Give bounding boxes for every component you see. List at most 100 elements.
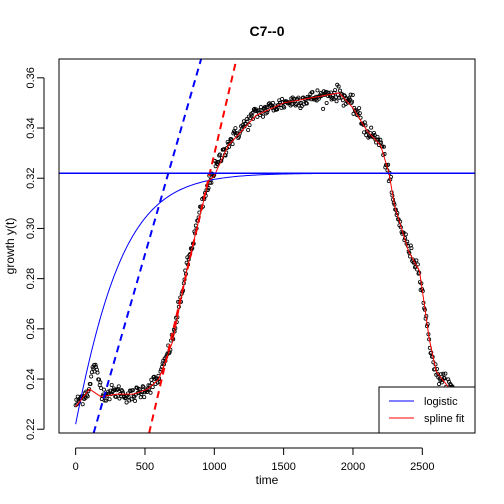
data-point (443, 371, 448, 376)
x-axis-label: time (256, 473, 279, 487)
data-point (251, 116, 256, 121)
x-tick-label: 2000 (341, 461, 365, 473)
data-point (347, 95, 352, 100)
data-point (296, 95, 301, 100)
data-point (337, 95, 342, 100)
data-points (73, 82, 473, 420)
data-point (209, 180, 214, 185)
plot-frame (58, 58, 476, 434)
y-axis: 0.22 0.24 0.26 0.28 0.30 0.32 0.34 0.36 (25, 67, 45, 440)
data-point (348, 92, 353, 97)
x-tick-label: 0 (73, 461, 79, 473)
data-point (250, 111, 255, 116)
data-point (429, 350, 434, 355)
data-point (116, 384, 121, 389)
data-point (217, 152, 222, 157)
data-point (85, 394, 90, 399)
data-point (437, 382, 442, 387)
y-tick-label: 0.30 (25, 218, 37, 239)
data-point (125, 391, 130, 396)
x-tick-label: 2500 (410, 461, 434, 473)
data-point (126, 394, 131, 399)
chart-title: C7--0 (249, 23, 284, 39)
data-point (280, 97, 285, 102)
data-point (109, 382, 114, 387)
data-point (133, 398, 138, 403)
data-point (124, 400, 129, 405)
y-tick-label: 0.34 (25, 117, 37, 138)
y-tick-label: 0.26 (25, 318, 37, 339)
data-point (157, 376, 162, 381)
data-point (333, 95, 338, 100)
data-point (260, 114, 265, 119)
data-point (442, 376, 447, 381)
data-point (408, 243, 413, 248)
data-point (381, 144, 386, 149)
legend: logistic spline fit (378, 386, 476, 434)
legend-label-logistic: logistic (424, 396, 458, 408)
data-point (334, 99, 339, 104)
legend-label-spline-fit: spline fit (424, 413, 464, 425)
data-point (246, 128, 251, 133)
data-point (137, 387, 142, 392)
data-point (379, 140, 384, 145)
data-point (321, 106, 326, 111)
data-point (141, 385, 146, 390)
y-axis-label: growth y(t) (3, 218, 17, 275)
data-point (282, 105, 287, 110)
data-point (129, 397, 134, 402)
data-point (75, 402, 80, 407)
data-point (130, 388, 135, 393)
data-point (145, 390, 150, 395)
data-point (375, 134, 380, 139)
data-point (372, 133, 377, 138)
data-point (113, 394, 118, 399)
data-point (315, 88, 320, 93)
data-point (369, 125, 374, 130)
logistic-max-slope-line (92, 59, 203, 433)
data-point (371, 130, 376, 135)
data-point (87, 387, 92, 392)
y-tick-label: 0.36 (25, 67, 37, 88)
data-point (403, 232, 408, 237)
data-point (95, 370, 100, 375)
data-point (340, 98, 345, 103)
data-point (432, 367, 437, 372)
data-point (229, 137, 234, 142)
data-point (333, 88, 338, 93)
data-point (80, 402, 85, 407)
data-point (150, 385, 155, 390)
y-tick-label: 0.22 (25, 419, 37, 440)
data-point (142, 395, 147, 400)
data-point (357, 111, 362, 116)
data-point (249, 113, 254, 118)
data-point (365, 129, 370, 134)
x-tick-label: 1000 (202, 461, 226, 473)
data-point (265, 108, 270, 113)
data-point (441, 371, 446, 376)
data-point (93, 362, 98, 367)
data-point (102, 398, 107, 403)
data-point (357, 106, 362, 111)
data-point (104, 398, 109, 403)
data-point (247, 123, 252, 128)
x-tick-label: 1500 (271, 461, 295, 473)
data-point (101, 387, 106, 392)
data-point (107, 397, 112, 402)
y-tick-label: 0.32 (25, 168, 37, 189)
y-tick-label: 0.28 (25, 268, 37, 289)
x-tick-label: 500 (136, 461, 154, 473)
legend-box (378, 386, 476, 434)
data-point (275, 107, 280, 112)
data-point (414, 258, 419, 263)
data-point (89, 374, 94, 379)
data-point (245, 119, 250, 124)
data-point (88, 382, 93, 387)
data-point (347, 97, 352, 102)
data-point (74, 397, 79, 402)
data-point (98, 380, 103, 385)
data-point (148, 390, 153, 395)
data-point (350, 99, 355, 104)
data-point (138, 395, 143, 400)
